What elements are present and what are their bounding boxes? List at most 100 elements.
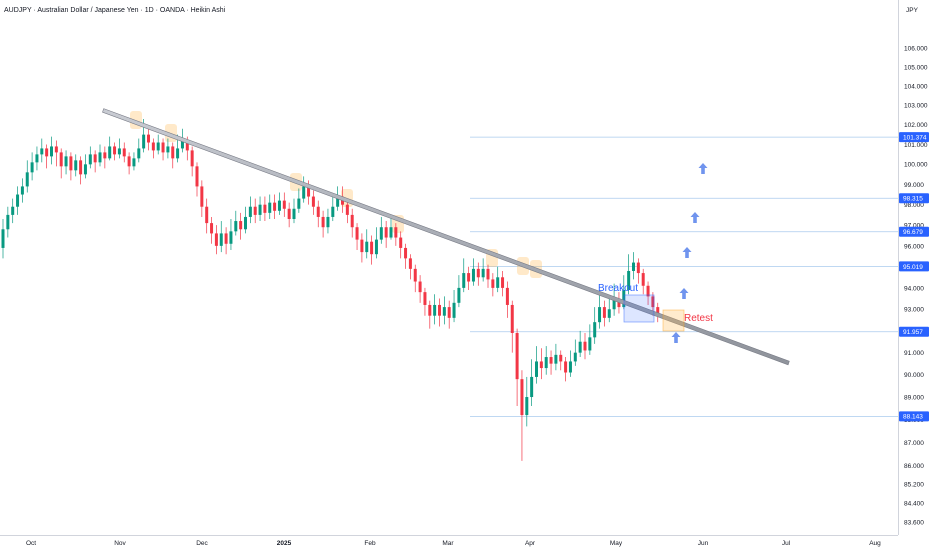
- candle-body: [515, 333, 519, 380]
- candle-body: [379, 227, 383, 240]
- candle-body: [549, 357, 553, 364]
- candle-body: [1, 229, 5, 248]
- candle: [404, 243, 408, 269]
- candle: [151, 138, 155, 159]
- candle: [224, 227, 228, 255]
- candle-body: [200, 186, 204, 207]
- level-label-bg: [899, 132, 929, 143]
- candle-body: [30, 162, 34, 173]
- candle-body: [214, 233, 218, 246]
- level-label: 98.315: [903, 196, 923, 203]
- candle: [636, 258, 640, 284]
- breakout-box: [623, 294, 655, 323]
- candle: [617, 292, 621, 314]
- candle-body: [302, 186, 306, 199]
- candle-body: [336, 196, 340, 207]
- candle: [122, 142, 126, 163]
- candle: [365, 229, 369, 259]
- candle-body: [35, 154, 39, 163]
- candle: [103, 146, 107, 169]
- candle-body: [360, 239, 364, 253]
- candle-body: [311, 196, 315, 207]
- candle-body: [45, 148, 49, 157]
- candle: [25, 160, 29, 193]
- horizontal-levels: [470, 136, 898, 417]
- candle-body: [307, 186, 311, 197]
- candle: [471, 258, 475, 286]
- candle: [113, 142, 117, 161]
- candle: [501, 270, 505, 297]
- price-tick: 98.000: [904, 202, 924, 209]
- candle: [98, 144, 102, 167]
- price-tick: 102.000: [904, 122, 928, 129]
- price-tick: 93.000: [904, 307, 924, 314]
- candle: [350, 208, 354, 238]
- candle: [195, 162, 199, 197]
- candle: [331, 196, 335, 222]
- candle-body: [476, 268, 480, 278]
- price-tick: 94.000: [904, 285, 924, 292]
- candle: [326, 208, 330, 234]
- candle: [74, 154, 78, 177]
- candle: [452, 290, 456, 323]
- candle-body: [651, 296, 655, 308]
- candle: [641, 268, 645, 295]
- candle-body: [93, 154, 97, 163]
- price-scale[interactable]: JPY 106.000 105.000 104.000 103.000 102.000 1…: [898, 0, 932, 550]
- time-tick-labels: Oct Nov Dec 2025 Feb Mar Apr May Jun Jul Aug: [26, 540, 881, 547]
- candle-body: [404, 247, 408, 259]
- candle: [442, 296, 446, 325]
- candle-body: [568, 361, 572, 373]
- candle: [214, 225, 218, 255]
- candle: [646, 281, 650, 305]
- candle: [438, 298, 441, 327]
- candle-body: [408, 258, 412, 269]
- candle: [205, 198, 209, 234]
- time-tick: Nov: [114, 540, 126, 547]
- candle: [292, 198, 296, 224]
- price-tick: 90.000: [904, 372, 924, 379]
- price-tick: 103.000: [904, 103, 928, 110]
- candle-body: [607, 309, 611, 318]
- candle: [447, 300, 451, 329]
- level-price-labels: 101.374 98.315 96.679 95.019 91.957 88.143: [899, 132, 929, 422]
- candle-body: [316, 206, 320, 217]
- candle: [11, 198, 15, 224]
- candle: [321, 210, 325, 238]
- time-tick: Feb: [364, 540, 376, 547]
- candle-body: [418, 281, 422, 293]
- candle-body: [273, 202, 277, 211]
- candle-body: [263, 204, 267, 213]
- arrow-up-icon: [682, 247, 692, 258]
- time-tick: 2025: [277, 540, 292, 547]
- time-tick: Dec: [196, 540, 208, 547]
- candle: [345, 200, 349, 224]
- arrow-up-icon: [690, 212, 700, 223]
- candle-body: [496, 277, 500, 288]
- candle: [6, 206, 10, 238]
- candle-body: [210, 223, 214, 234]
- candle: [35, 146, 39, 171]
- candle-body: [79, 160, 83, 175]
- candle: [229, 218, 233, 251]
- candle: [355, 223, 359, 251]
- candle-body: [50, 146, 53, 157]
- candle-body: [505, 287, 509, 305]
- candle-body: [636, 262, 640, 274]
- candle: [433, 294, 437, 325]
- price-tick: 89.000: [904, 394, 924, 401]
- time-scale[interactable]: Oct Nov Dec 2025 Feb Mar Apr May Jun Jul Aug: [0, 535, 932, 550]
- candle-body: [646, 285, 650, 297]
- candle-body: [180, 140, 184, 149]
- candle-body: [185, 140, 189, 151]
- candle-body: [25, 172, 29, 187]
- level-label: 95.019: [903, 264, 923, 271]
- time-tick: Mar: [442, 540, 454, 547]
- candle-body: [6, 214, 10, 230]
- candle-body: [433, 304, 437, 316]
- breakout-annotation: Breakout: [598, 283, 638, 294]
- price-tick: 101.000: [904, 142, 928, 149]
- candle-body: [74, 160, 78, 171]
- descending-trendline[interactable]: [102, 108, 790, 366]
